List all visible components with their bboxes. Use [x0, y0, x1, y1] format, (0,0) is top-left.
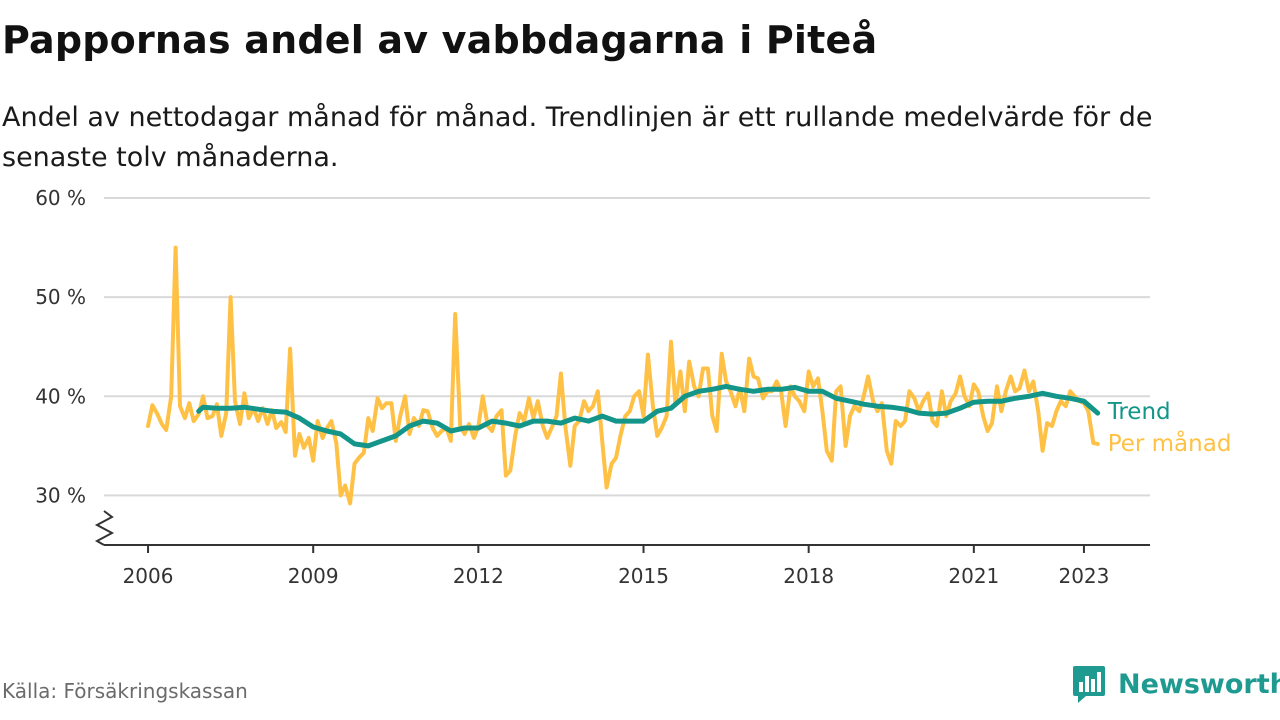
x-tick-label: 2021 — [948, 564, 999, 588]
x-tick-label: 2023 — [1058, 564, 1109, 588]
x-tick-label: 2009 — [288, 564, 339, 588]
series-label-trend: Trend — [1107, 399, 1171, 425]
series-lines — [146, 245, 1101, 506]
series-label-per-manad: Per månad — [1108, 429, 1232, 457]
axis-break-icon — [94, 510, 115, 546]
x-tick-label: 2015 — [618, 564, 669, 588]
gridlines: 30 % 40 % 50 % 60 % — [35, 186, 1150, 507]
newsworthy-logo-icon — [1073, 666, 1105, 703]
series-line-per-manad — [146, 245, 1100, 506]
series-line-trend — [196, 383, 1101, 449]
chart-subtitle: Andel av nettodagar månad för månad. Tre… — [2, 102, 1153, 173]
y-tick-label: 50 % — [35, 285, 86, 309]
chart-title: Pappornas andel av vabbdagarna i Piteå — [2, 18, 878, 62]
y-tick-label: 60 % — [35, 186, 86, 210]
source-note: Källa: Försäkringskassan — [2, 679, 248, 703]
x-axis: 2006 2009 2012 2015 2018 2021 2023 — [94, 510, 1150, 588]
y-tick-label: 30 % — [35, 483, 86, 507]
brand-name: Newsworthy — [1118, 668, 1280, 700]
x-tick-label: 2012 — [453, 564, 504, 588]
brand: Newsworthy — [1072, 664, 1280, 704]
y-tick-label: 40 % — [35, 384, 86, 408]
x-tick-label: 2018 — [783, 564, 834, 588]
x-tick-label: 2006 — [123, 564, 174, 588]
